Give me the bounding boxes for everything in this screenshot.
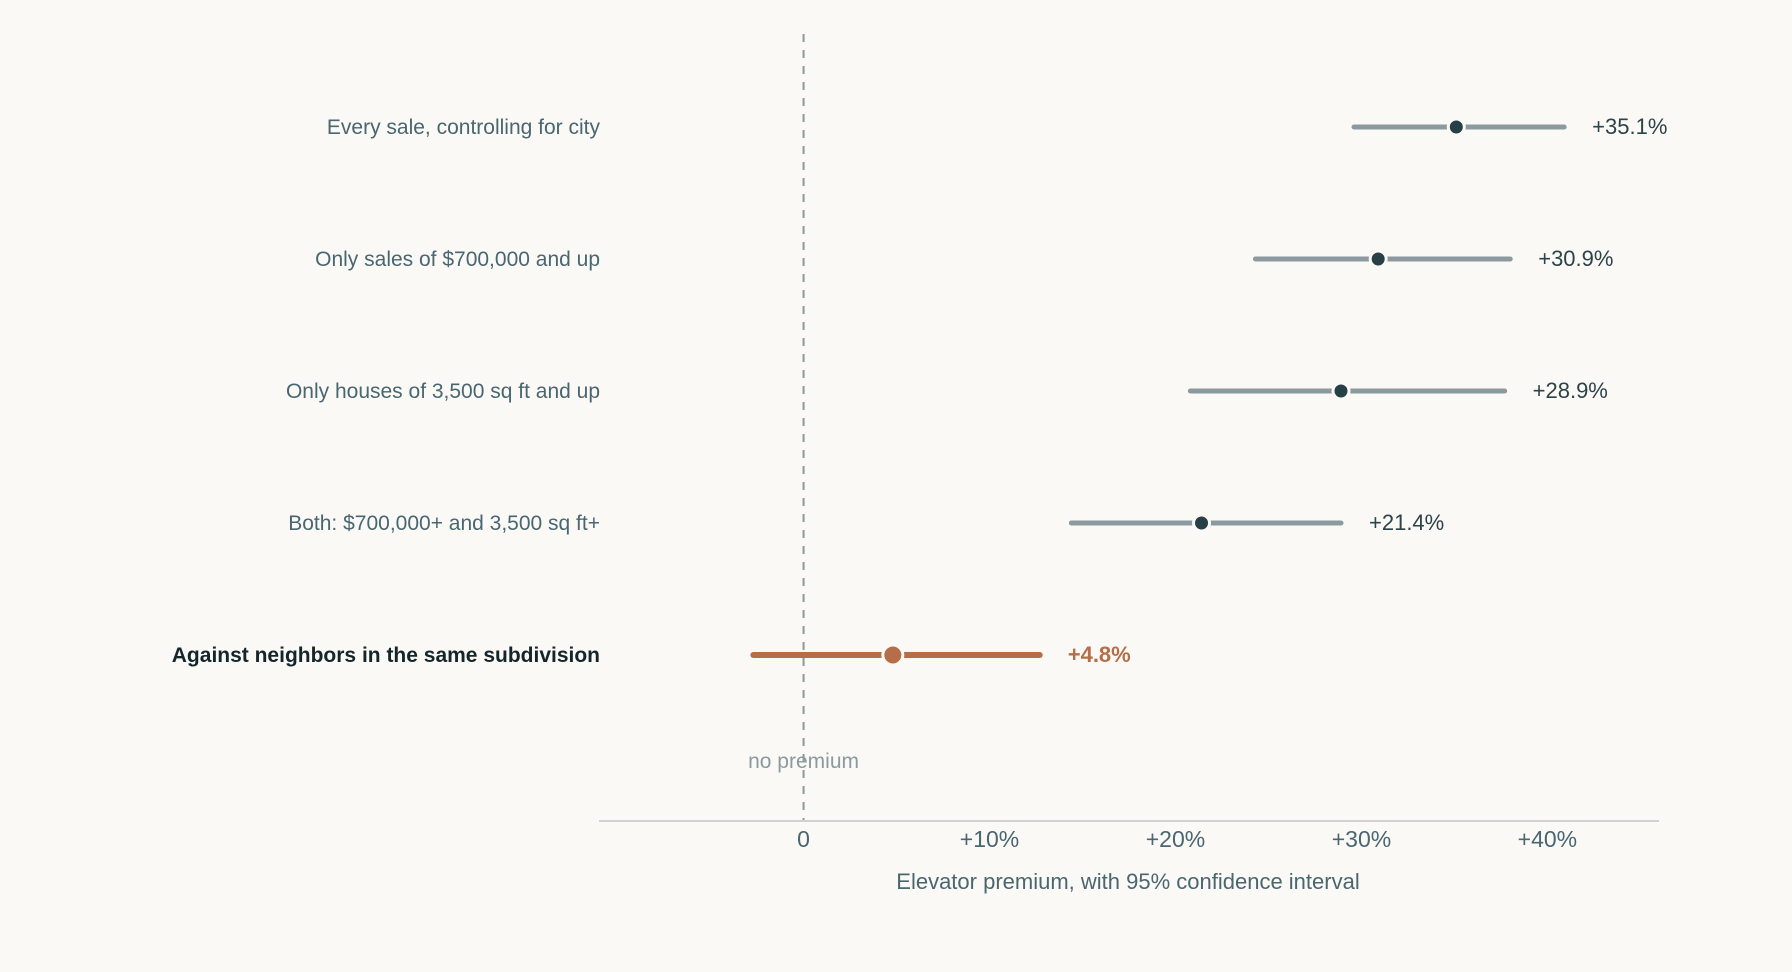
reference-layer: no premium	[748, 34, 859, 821]
row-label: Both: $700,000+ and 3,500 sq ft+	[288, 512, 600, 535]
row-label: Only houses of 3,500 sq ft and up	[286, 380, 600, 403]
x-tick-label: 0	[797, 826, 810, 852]
forest-row: Only houses of 3,500 sq ft and up +28.9%	[286, 378, 1608, 403]
point-estimate	[1446, 117, 1466, 137]
x-tick-label: +40%	[1518, 826, 1577, 852]
x-tick-label: +20%	[1146, 826, 1205, 852]
row-label: Only sales of $700,000 and up	[315, 248, 600, 271]
forest-row: Against neighbors in the same subdivisio…	[172, 642, 1131, 667]
point-estimate	[881, 643, 905, 667]
point-estimate	[1192, 513, 1212, 533]
forest-row: Both: $700,000+ and 3,500 sq ft+ +21.4%	[288, 510, 1444, 535]
rows-layer: Every sale, controlling for city +35.1% On…	[172, 114, 1668, 667]
point-estimate	[1368, 249, 1388, 269]
point-estimate	[1331, 381, 1351, 401]
value-label: +21.4%	[1369, 510, 1444, 535]
value-label: +28.9%	[1533, 378, 1608, 403]
value-label: +4.8%	[1068, 642, 1131, 667]
row-label: Every sale, controlling for city	[327, 116, 601, 139]
x-tick-label: +10%	[960, 826, 1019, 852]
x-tick-label: +30%	[1332, 826, 1391, 852]
value-label: +30.9%	[1538, 246, 1613, 271]
row-label: Against neighbors in the same subdivisio…	[172, 644, 600, 667]
reference-label: no premium	[748, 750, 859, 773]
x-axis: 0 +10% +20% +30% +40% Elevator premium, with …	[599, 820, 1659, 894]
value-label: +35.1%	[1592, 114, 1667, 139]
x-axis-title: Elevator premium, with 95% confidence in…	[896, 869, 1359, 894]
forest-row: Every sale, controlling for city +35.1%	[327, 114, 1668, 139]
forest-row: Only sales of $700,000 and up +30.9%	[315, 246, 1613, 271]
